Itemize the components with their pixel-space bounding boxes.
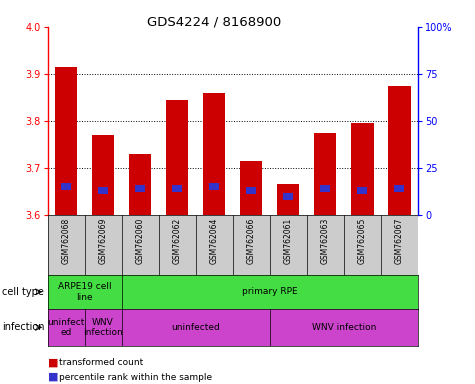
Text: GSM762065: GSM762065 [358, 218, 367, 265]
Text: uninfect
ed: uninfect ed [48, 318, 85, 337]
Text: WNV
infection: WNV infection [83, 318, 123, 337]
Text: GSM762063: GSM762063 [321, 218, 330, 265]
Bar [172, 185, 182, 192]
Bar [61, 183, 71, 190]
Text: ■: ■ [48, 358, 58, 368]
Bar [394, 185, 405, 192]
Text: GSM762064: GSM762064 [210, 218, 218, 265]
Text: infection: infection [2, 322, 45, 333]
Bar [357, 187, 368, 194]
Bar [240, 161, 262, 215]
Bar [277, 184, 299, 215]
Bar [203, 93, 225, 215]
Text: GSM762069: GSM762069 [99, 218, 107, 265]
Bar [135, 185, 145, 192]
Bar [389, 86, 410, 215]
Bar [129, 154, 151, 215]
Text: transformed count: transformed count [59, 358, 143, 367]
Text: percentile rank within the sample: percentile rank within the sample [59, 372, 212, 382]
Bar [283, 193, 294, 200]
Text: ■: ■ [48, 372, 58, 382]
Bar [166, 100, 188, 215]
Text: ARPE19 cell
line: ARPE19 cell line [58, 282, 111, 301]
Bar [92, 135, 114, 215]
Text: GDS4224 / 8168900: GDS4224 / 8168900 [147, 15, 281, 28]
Text: GSM762062: GSM762062 [173, 218, 181, 264]
Text: WNV infection: WNV infection [312, 323, 376, 332]
Text: GSM762060: GSM762060 [136, 218, 144, 265]
Bar [209, 183, 219, 190]
Text: GSM762068: GSM762068 [62, 218, 70, 264]
Text: uninfected: uninfected [171, 323, 220, 332]
Text: GSM762061: GSM762061 [284, 218, 293, 264]
Bar [320, 185, 331, 192]
Bar [246, 187, 256, 194]
Bar [55, 67, 77, 215]
Text: cell type: cell type [2, 287, 44, 297]
Bar [98, 187, 108, 194]
Bar [314, 133, 336, 215]
Bar [352, 123, 373, 215]
Text: primary RPE: primary RPE [242, 287, 298, 296]
Text: GSM762066: GSM762066 [247, 218, 256, 265]
Text: GSM762067: GSM762067 [395, 218, 404, 265]
